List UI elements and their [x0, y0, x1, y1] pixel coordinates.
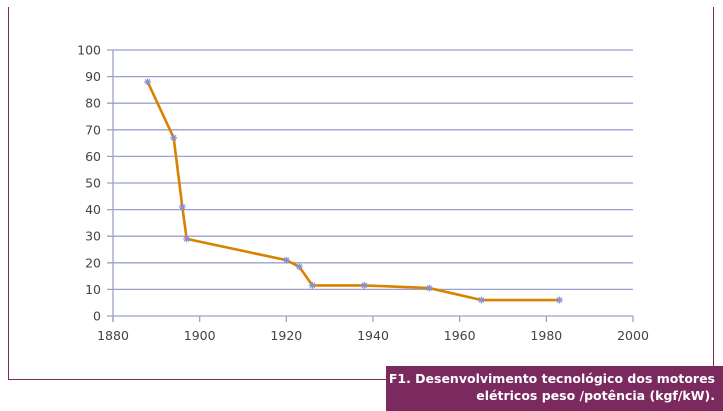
- data-point-marker: [295, 263, 303, 271]
- x-tick-label: 1980: [530, 328, 562, 343]
- x-tick-label: 1880: [97, 328, 129, 343]
- y-tick-label: 30: [85, 229, 101, 244]
- figure-frame: [8, 7, 714, 380]
- y-tick-label: 50: [85, 176, 101, 191]
- x-tick-label: 1920: [270, 328, 302, 343]
- caption-line-2: elétricos peso /potência (kgf/kW).: [476, 388, 715, 403]
- x-tick-label: 1940: [357, 328, 389, 343]
- y-tick-label: 80: [85, 96, 101, 111]
- data-point-marker: [144, 78, 152, 86]
- y-tick-label: 60: [85, 149, 101, 164]
- y-tick-label: 100: [77, 43, 101, 58]
- data-point-marker: [555, 296, 563, 304]
- data-point-marker: [308, 281, 316, 289]
- data-point-marker: [282, 256, 290, 264]
- caption-line-1: F1. Desenvolvimento tecnológico dos moto…: [388, 371, 715, 386]
- data-point-marker: [425, 284, 433, 292]
- y-tick-label: 20: [85, 255, 101, 270]
- x-tick-label: 1960: [444, 328, 476, 343]
- data-point-marker: [477, 296, 485, 304]
- y-tick-label: 90: [85, 69, 101, 84]
- x-tick-label: 1900: [184, 328, 216, 343]
- y-tick-label: 70: [85, 122, 101, 137]
- x-tick-label: 2000: [617, 328, 649, 343]
- y-tick-label: 40: [85, 202, 101, 217]
- series-line: [146, 81, 560, 302]
- data-point-marker: [170, 134, 178, 142]
- figure-caption: F1. Desenvolvimento tecnológico dos moto…: [386, 366, 723, 411]
- y-tick-label: 10: [85, 282, 101, 297]
- data-point-marker: [178, 203, 186, 211]
- data-point-marker: [360, 281, 368, 289]
- y-tick-label: 0: [93, 309, 101, 324]
- data-point-marker: [183, 235, 191, 243]
